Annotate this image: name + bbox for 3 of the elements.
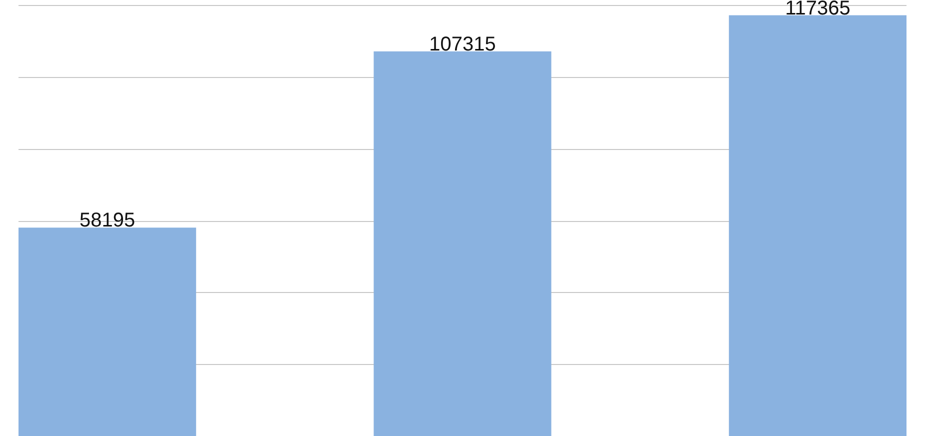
data-label: 117365 [785,0,850,20]
data-label: 107315 [429,33,496,56]
data-label: 58195 [79,210,136,232]
